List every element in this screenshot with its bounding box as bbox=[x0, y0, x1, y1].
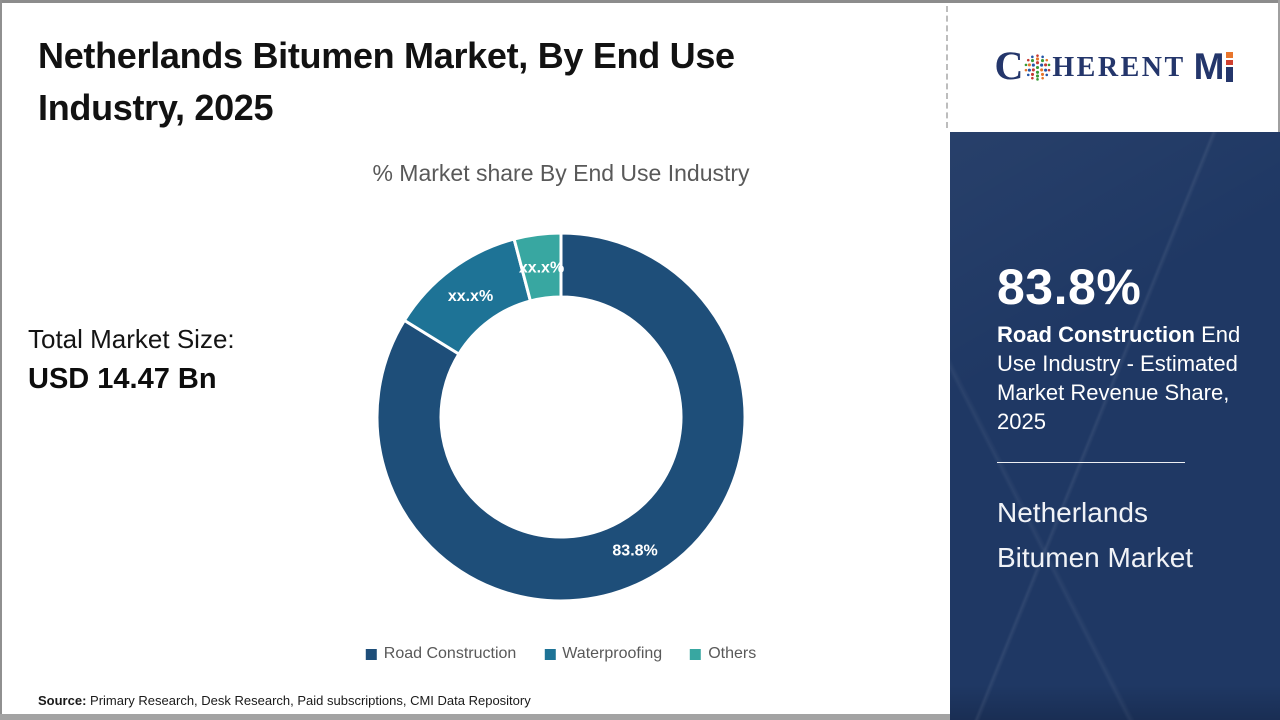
frame-border-top bbox=[0, 0, 1280, 3]
slice-label-waterproofing: xx.x% bbox=[448, 288, 493, 305]
total-market-block: Total Market Size: USD 14.47 Bn bbox=[28, 324, 235, 396]
brand-logo-row: C HERENT M bbox=[995, 46, 1234, 86]
page-title: Netherlands Bitumen Market, By End Use I… bbox=[38, 35, 735, 128]
legend-swatch-icon bbox=[544, 648, 556, 660]
legend-label: Others bbox=[708, 645, 757, 662]
chart-legend: Road Construction Waterproofing Others bbox=[365, 645, 756, 663]
legend-label: Waterproofing bbox=[562, 645, 663, 662]
legend-item-waterproofing: Waterproofing bbox=[544, 645, 662, 663]
legend-item-road-construction: Road Construction bbox=[365, 645, 517, 663]
logo-i-segment-navy bbox=[1226, 66, 1234, 82]
stat-value: 83.8% bbox=[997, 259, 1142, 315]
legend-item-others: Others bbox=[690, 645, 756, 663]
slice-label-road-construction: 83.8% bbox=[612, 543, 657, 560]
legend-label: Road Construction bbox=[383, 645, 517, 662]
logo-letter-c: C bbox=[994, 43, 1024, 88]
chart-subtitle: % Market share By End Use Industry bbox=[372, 160, 750, 186]
total-market-label: Total Market Size: bbox=[28, 324, 235, 354]
stat-description-rest: End Use Industry - Estimated Market Reve… bbox=[997, 322, 1241, 434]
logo-i-segment-red bbox=[1226, 59, 1234, 65]
market-name: Netherlands Bitumen Market bbox=[997, 497, 1194, 573]
logo-i-glyph bbox=[1226, 51, 1234, 82]
source-text: Primary Research, Desk Research, Paid su… bbox=[86, 693, 531, 708]
source-label: Source: bbox=[38, 693, 87, 708]
logo-letters-herent: HERENT bbox=[1052, 52, 1186, 83]
frame-border-left bbox=[0, 0, 2, 720]
logo-i-segment-orange bbox=[1226, 51, 1234, 58]
side-panel: 83.8% Road Construction End Use Industry… bbox=[950, 132, 1280, 720]
coherent-globe-icon bbox=[1025, 53, 1051, 81]
legend-swatch-icon bbox=[690, 648, 702, 660]
dashed-separator bbox=[946, 6, 948, 128]
donut-slice-others bbox=[512, 231, 563, 303]
legend-swatch-icon bbox=[365, 648, 377, 660]
total-market-value: USD 14.47 Bn bbox=[28, 363, 217, 395]
donut-chart-svg: 83.8% xx.x% xx.x% bbox=[375, 231, 747, 603]
donut-slice-road-construction bbox=[375, 231, 747, 603]
stat-description: Road Construction End Use Industry - Est… bbox=[997, 320, 1242, 436]
stat-description-bold: Road Construction bbox=[997, 322, 1195, 347]
logo-letter-m: M bbox=[1193, 45, 1225, 87]
brand-logo: C HERENT M bbox=[950, 0, 1278, 132]
donut-chart: 83.8% xx.x% xx.x% bbox=[371, 227, 751, 607]
slice-label-others: xx.x% bbox=[519, 259, 564, 276]
frame-border-right bbox=[1278, 0, 1280, 132]
frame-border-bottom bbox=[0, 714, 950, 720]
panel-divider bbox=[997, 462, 1185, 463]
source-line: Source: Primary Research, Desk Research,… bbox=[38, 693, 531, 708]
